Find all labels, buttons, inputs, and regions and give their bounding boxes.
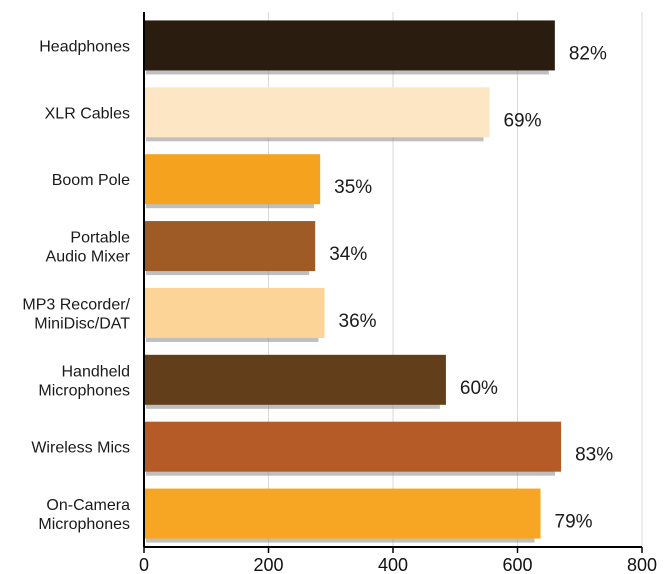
- category-label: Wireless Mics: [31, 440, 130, 457]
- category-label: Microphones: [38, 382, 130, 399]
- bar: [144, 354, 446, 405]
- category-label: Handheld: [62, 363, 131, 380]
- bar-data-label: 82%: [569, 43, 607, 64]
- bar-data-label: 83%: [575, 445, 613, 466]
- x-tick-label: 0: [139, 555, 149, 574]
- bar: [144, 287, 325, 338]
- category-label: MiniDisc/DAT: [34, 315, 130, 332]
- x-ticks-layer: 0 200 400 600 800: [139, 547, 657, 574]
- bar-data-label: 34%: [329, 244, 367, 265]
- labels-layer: 82% Headphones 69% XLR Cables 35% Boom Pole 34…: [22, 38, 613, 533]
- bar-data-label: 79%: [555, 512, 593, 533]
- bar-data-label: 60%: [460, 378, 498, 399]
- x-tick-label: 600: [502, 555, 532, 574]
- category-label: MP3 Recorder/: [22, 296, 130, 313]
- bar: [144, 154, 321, 205]
- category-label: Audio Mixer: [46, 249, 131, 266]
- bar: [144, 20, 555, 71]
- x-tick-label: 200: [253, 555, 283, 574]
- bar-data-label: 36%: [339, 311, 377, 332]
- category-label: Headphones: [39, 38, 130, 55]
- x-tick-label: 400: [378, 555, 408, 574]
- bar-data-label: 69%: [503, 110, 541, 131]
- bar: [144, 87, 490, 138]
- category-label: Microphones: [38, 516, 130, 533]
- x-tick-label: 800: [627, 555, 657, 574]
- category-label: Boom Pole: [52, 172, 130, 189]
- category-label: On-Camera: [46, 497, 130, 514]
- bar: [144, 221, 316, 272]
- bar: [144, 488, 541, 539]
- bar-data-label: 35%: [334, 177, 372, 198]
- bars-layer: [144, 20, 562, 543]
- category-label: XLR Cables: [45, 105, 130, 122]
- bar: [144, 421, 562, 472]
- category-label: Portable: [70, 230, 130, 247]
